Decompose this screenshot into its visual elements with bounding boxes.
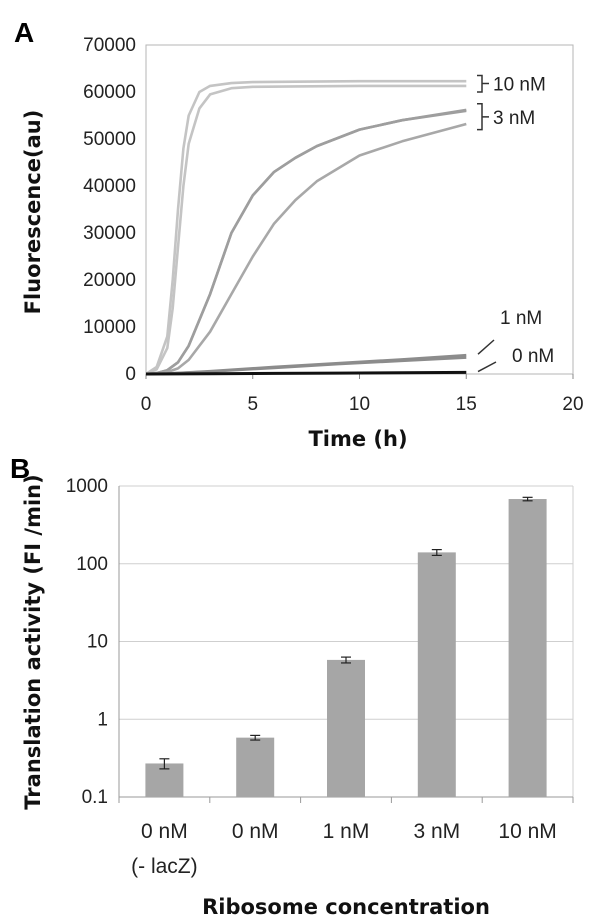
chart-b-y-tick-label: 0.1 xyxy=(82,787,108,808)
chart-b-category-label: 0 nM xyxy=(232,820,279,843)
chart-a-y-tick-label: 60000 xyxy=(83,82,136,103)
chart-a-x-tick-label: 10 xyxy=(349,394,370,415)
panel-label-a: A xyxy=(14,17,34,48)
chart-a-series-line xyxy=(145,370,467,376)
chart-b-bar xyxy=(236,737,275,797)
chart-a-leader-0nm xyxy=(477,361,497,373)
chart-b-y-tick-label: 100 xyxy=(76,554,108,575)
chart-a-annotation-1nm: 1 nM xyxy=(500,308,542,329)
chart-a-x-tick-label: 5 xyxy=(247,394,258,415)
chart-a-leader-1nm xyxy=(477,339,495,355)
chart-b-category-label: 1 nM xyxy=(323,820,370,843)
chart-a-series-line xyxy=(145,79,467,376)
chart-a-y-tick-label: 50000 xyxy=(83,129,136,150)
chart-a-series-line xyxy=(145,109,467,376)
chart-b-y-tick-label: 1 xyxy=(97,709,108,730)
chart-b-y-axis-label: Translation activity (FI /min) xyxy=(21,474,45,809)
chart-a-x-tick-label: 15 xyxy=(456,394,477,415)
chart-a-series-line xyxy=(145,122,467,376)
chart-b: 0.1 1 10 100 1000 0 nM (- lacZ) 0 nM 1 nM 3 nM 10 … xyxy=(66,476,574,878)
chart-a-y-tick-label: 40000 xyxy=(83,176,136,197)
chart-a-annotation-0nm: 0 nM xyxy=(512,346,554,367)
chart-b-bar xyxy=(417,552,456,797)
chart-a-bracket-10nm xyxy=(477,74,489,93)
chart-a-y-tick-label: 0 xyxy=(125,364,136,385)
chart-a-annotation-10nm: 10 nM xyxy=(493,75,546,96)
chart-b-category-sublabel: (- lacZ) xyxy=(131,855,198,878)
chart-a-annotation-3nm: 3 nM xyxy=(493,108,535,129)
chart-a-x-axis-label: Time (h) xyxy=(308,427,407,451)
chart-a-y-tick-label: 30000 xyxy=(83,223,136,244)
chart-a: 0 10000 20000 30000 40000 50000 60000 70000 0 5 10… xyxy=(83,35,583,415)
chart-b-bar xyxy=(508,499,547,797)
chart-a-bracket-3nm xyxy=(477,103,489,131)
chart-a-x-tick-label: 0 xyxy=(141,394,152,415)
chart-b-category-label: 10 nM xyxy=(498,820,556,843)
chart-a-y-tick-label: 70000 xyxy=(83,35,136,56)
chart-b-category-label: 3 nM xyxy=(413,820,460,843)
chart-b-x-axis-label: Ribosome concentration xyxy=(202,895,490,919)
chart-b-category-label: 0 nM xyxy=(141,820,188,843)
chart-b-bar xyxy=(327,659,365,797)
chart-a-y-tick-label: 10000 xyxy=(83,317,136,338)
chart-a-series-line xyxy=(145,84,467,376)
chart-b-y-tick-label: 1000 xyxy=(66,476,108,497)
chart-b-y-tick-label: 10 xyxy=(87,632,108,653)
chart-a-y-tick-label: 20000 xyxy=(83,270,136,291)
chart-a-x-tick-label: 20 xyxy=(562,394,583,415)
chart-a-y-axis-label: Fluorescence(au) xyxy=(21,110,45,315)
panel-label-b: B xyxy=(10,453,30,484)
